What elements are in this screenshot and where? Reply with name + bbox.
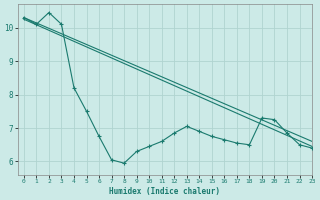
X-axis label: Humidex (Indice chaleur): Humidex (Indice chaleur) xyxy=(109,187,220,196)
